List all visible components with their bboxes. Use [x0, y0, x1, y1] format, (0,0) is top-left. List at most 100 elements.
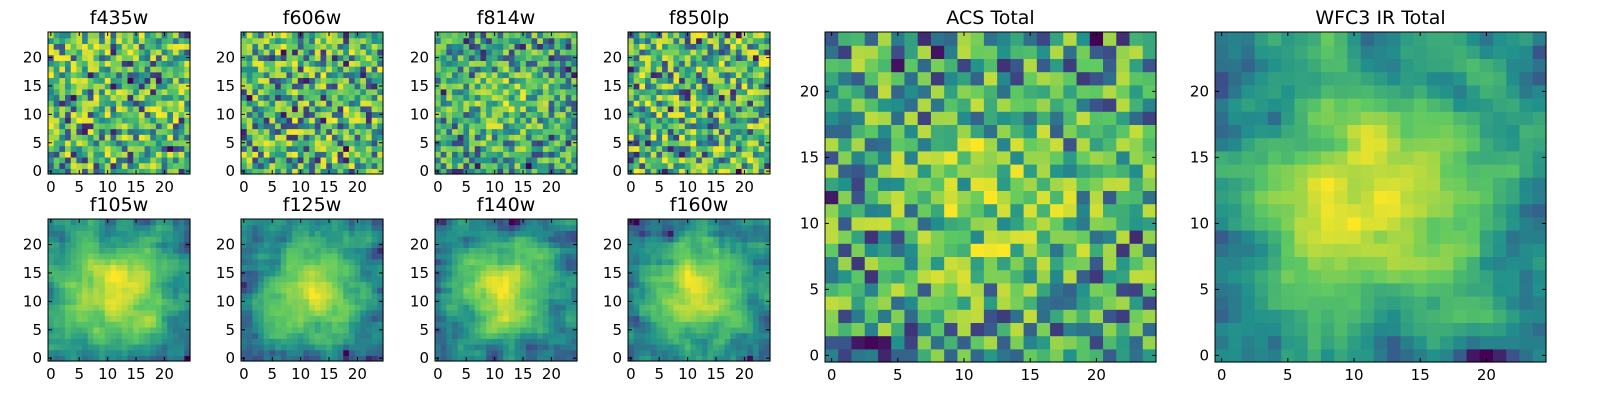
heatmap-cell [377, 105, 384, 113]
heatmap-cell [121, 105, 129, 113]
heatmap-cell [713, 275, 720, 283]
heatmap-cell [514, 247, 521, 254]
heatmap-cells [241, 219, 384, 362]
heatmap-cell [633, 309, 640, 317]
heatmap-cell [645, 168, 652, 175]
heatmap-cell [514, 338, 521, 345]
heatmap-cell [446, 275, 453, 283]
heatmap-cell [457, 128, 464, 135]
heatmap-cell [93, 258, 100, 266]
heatmap-cell [520, 77, 527, 84]
heatmap-cell [70, 304, 77, 311]
heatmap-cell [559, 156, 567, 164]
heatmap-cell [292, 298, 299, 305]
heatmap-cell [752, 43, 760, 50]
heatmap-cell [99, 270, 106, 277]
heatmap-cell [59, 37, 66, 44]
heatmap-cell [554, 77, 561, 84]
heatmap-cell [440, 298, 447, 305]
heatmap-cell [99, 134, 106, 141]
heatmap-cell [167, 224, 174, 231]
heatmap-cell [531, 151, 538, 158]
heatmap-cell [679, 338, 686, 345]
heatmap-cell [667, 83, 675, 90]
heatmap-cell [480, 100, 487, 107]
heatmap-cell [360, 253, 367, 260]
heatmap-cell [246, 156, 253, 164]
heatmap-cell [309, 304, 316, 311]
heatmap-cell [365, 230, 373, 237]
heatmap-cell [503, 253, 510, 260]
heatmap-cell [104, 338, 112, 345]
heatmap-cell [696, 315, 703, 322]
heatmap-cell [314, 309, 322, 317]
heatmap-cell [343, 264, 350, 271]
heatmap-cell [320, 117, 327, 124]
heatmap-cell [87, 349, 95, 356]
heatmap-cell [452, 54, 459, 61]
heatmap-cell [684, 94, 692, 101]
heatmap-cell [116, 230, 123, 237]
heatmap-cell [331, 43, 339, 50]
heatmap-cell [701, 162, 709, 169]
heatmap-cell [548, 315, 555, 322]
heatmap-cell [559, 298, 567, 305]
heatmap-cell [65, 32, 72, 39]
x-tick-label: 5 [74, 365, 84, 383]
heatmap-cell [337, 338, 344, 345]
heatmap-cell [161, 156, 168, 164]
heatmap-cell [241, 162, 248, 169]
heatmap-cell [565, 139, 572, 147]
heatmap-cell [735, 315, 743, 322]
heatmap-cell [184, 258, 191, 266]
heatmap-cell [497, 162, 504, 169]
heatmap-cell [667, 71, 675, 79]
heatmap-cell [446, 224, 453, 231]
heatmap-cell [331, 60, 339, 67]
heatmap-cell [241, 287, 248, 294]
heatmap-cell [525, 253, 533, 260]
heatmap-cell [172, 139, 180, 147]
heatmap-cell [314, 343, 322, 351]
heatmap-cell [241, 343, 248, 351]
heatmap-cell [343, 219, 350, 226]
heatmap-cell [440, 224, 447, 231]
heatmap-cell [292, 162, 299, 169]
heatmap-cell [684, 292, 692, 300]
heatmap-cell [127, 54, 134, 61]
heatmap-cell [292, 54, 299, 61]
heatmap-cell [292, 315, 299, 322]
heatmap-cell [161, 264, 168, 271]
heatmap-cell [263, 156, 270, 164]
heatmap-cell [138, 128, 146, 135]
heatmap-cell [645, 287, 652, 294]
heatmap-cell [542, 83, 550, 90]
heatmap-cell [645, 338, 652, 345]
heatmap-cell [491, 100, 499, 107]
heatmap-cell [435, 122, 442, 130]
heatmap-cell [104, 117, 112, 124]
heatmap-cell [656, 270, 663, 277]
heatmap-cell [571, 77, 578, 84]
heatmap-cell [70, 247, 77, 254]
heatmap-cell [514, 139, 521, 147]
heatmap-cell [537, 151, 544, 158]
heatmap-cell [59, 275, 66, 283]
heatmap-cell [474, 151, 482, 158]
heatmap-cell [87, 162, 95, 169]
heatmap-cell [679, 111, 686, 118]
heatmap-cell [747, 326, 754, 334]
heatmap-cell [718, 298, 726, 305]
heatmap-cell [331, 162, 339, 169]
heatmap-cell [150, 111, 157, 118]
heatmap-cell [76, 287, 83, 294]
heatmap-cell [673, 32, 680, 39]
heatmap-cell [696, 338, 703, 345]
heatmap-cell [452, 71, 459, 79]
heatmap-cell [650, 145, 657, 152]
heatmap-cell [371, 241, 378, 248]
heatmap-cell [104, 332, 112, 339]
heatmap-cell [679, 117, 686, 124]
heatmap-cell [110, 349, 117, 356]
heatmap-cell [343, 49, 350, 56]
